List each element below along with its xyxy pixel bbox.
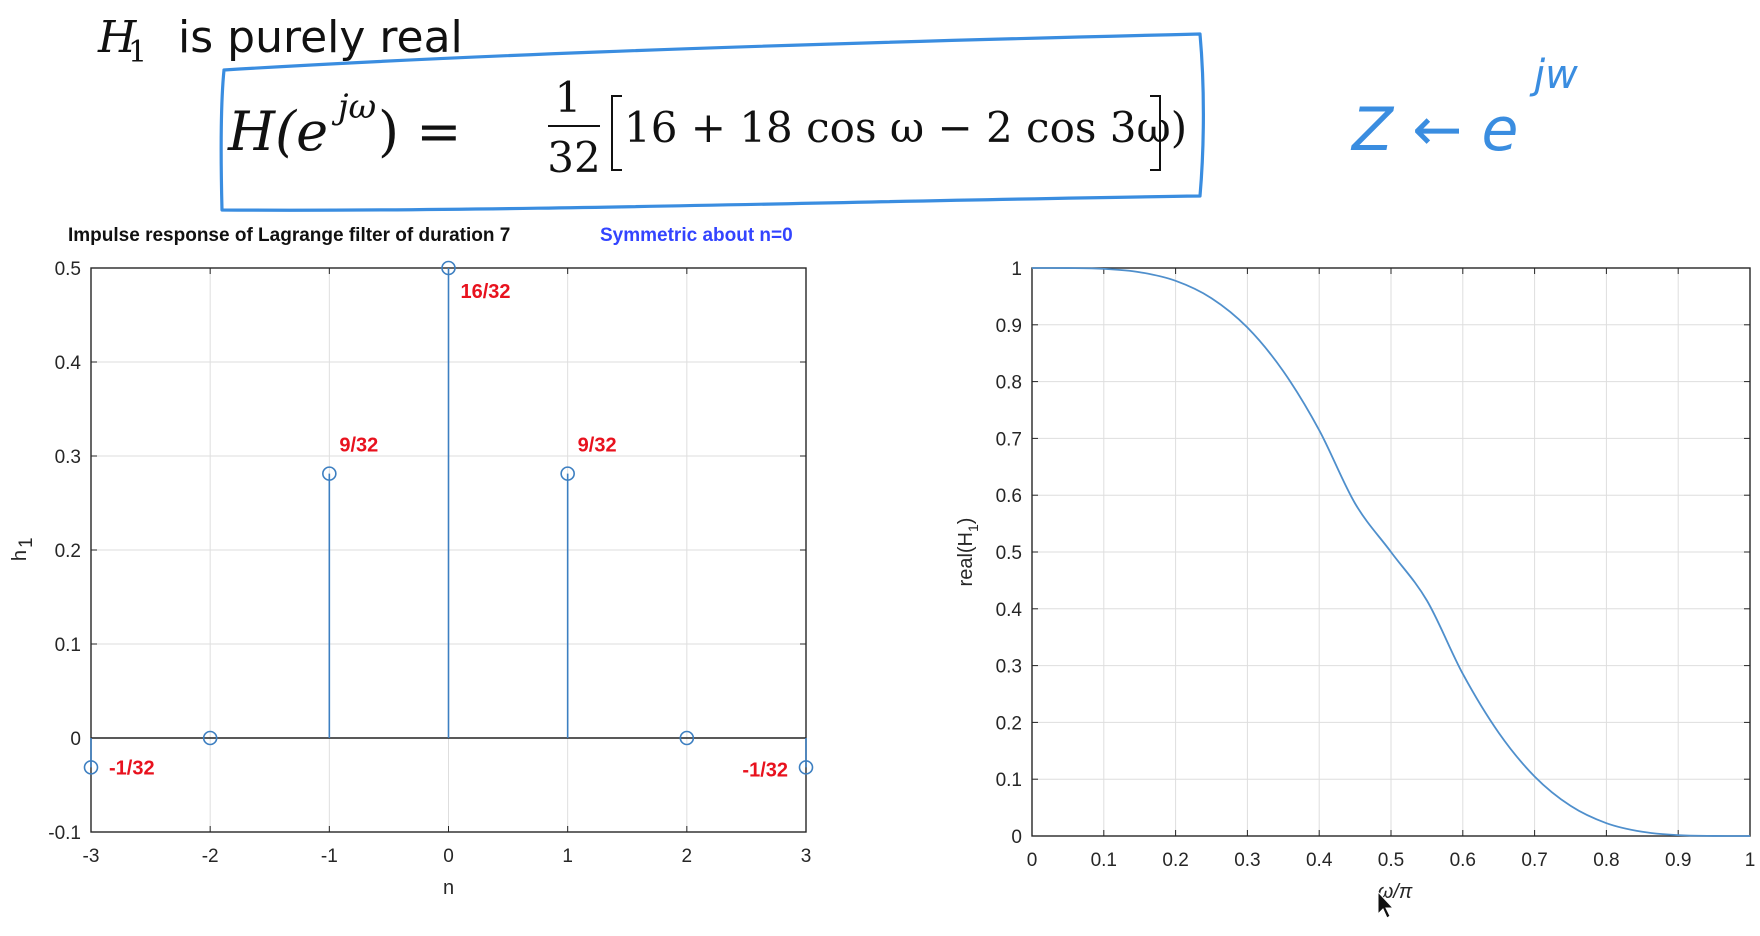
- hand-drawn-box: [219, 32, 1205, 212]
- y-axis-label-subscript: 1: [965, 524, 981, 532]
- stem-marker: [679, 730, 695, 746]
- y-tick-label: 0.6: [996, 486, 1022, 507]
- x-tick-label: 0.9: [1665, 850, 1691, 871]
- y-tick-label: 0: [70, 729, 81, 750]
- point-value-label: 16/32: [461, 281, 511, 303]
- stem-marker: [322, 466, 337, 481]
- x-tick-label: -3: [83, 846, 100, 867]
- equation-fraction-numerator: 1: [555, 73, 582, 122]
- x-tick-label: 1: [562, 846, 573, 867]
- x-tick-label: 0.5: [1378, 850, 1404, 871]
- heading-symbol: H: [97, 12, 138, 63]
- annotation-superscript: jw: [1529, 52, 1578, 98]
- y-tick-label: 0.9: [996, 316, 1022, 337]
- equation: H(e jω ) = 1 32 16 + 18 cos ω − 2 cos 3ω…: [227, 73, 1187, 182]
- point-value-label: 9/32: [339, 435, 378, 457]
- x-axis-label: ω/π: [1378, 881, 1413, 903]
- x-tick-label: 0.8: [1593, 850, 1619, 871]
- y-axis-label-close: ): [955, 518, 977, 525]
- x-tick-label: 0.4: [1306, 850, 1333, 871]
- mouse-cursor-icon: [1377, 890, 1395, 919]
- y-tick-label: 0.5: [55, 259, 81, 280]
- y-tick-label: 0.2: [996, 713, 1022, 734]
- point-value-label: -1/32: [109, 757, 155, 779]
- x-tick-label: 0.2: [1162, 850, 1188, 871]
- x-tick-label: -1: [321, 846, 338, 867]
- handwritten-annotation: Z ← e jw: [1350, 52, 1578, 165]
- x-tick-label: 0.7: [1521, 850, 1547, 871]
- impulse-response-chart: -3 -2 -1 0 1 2 3-0.100.10.20.30.40.5nh1-1/329/…: [9, 259, 814, 899]
- y-axis-label-subscript: 1: [16, 537, 37, 548]
- y-tick-label: 0.1: [55, 635, 81, 656]
- x-tick-label: 0: [443, 846, 454, 867]
- y-tick-label: 0: [1011, 827, 1022, 848]
- x-axis-label: n: [443, 877, 454, 899]
- x-tick-label: 2: [682, 846, 693, 867]
- y-axis-label: real(H1): [955, 518, 981, 587]
- stem-marker: [202, 730, 218, 746]
- frequency-response-chart: 0 0.1 0.2 0.3 0.4 0.5 0.6 0.7 0.8 0.9 1 0 0.1 0.2 0.3 0…: [955, 259, 1755, 903]
- y-axis-label-text: h: [9, 550, 31, 561]
- y-axis-label: h1: [9, 537, 37, 561]
- x-tick-label: 1: [1745, 850, 1756, 871]
- y-tick-label: 0.8: [996, 373, 1022, 394]
- y-tick-label: 0.2: [55, 541, 81, 562]
- y-tick-label: 0.3: [55, 447, 81, 468]
- annotation-text: Z ← e: [1350, 95, 1518, 165]
- y-tick-label: -0.1: [48, 823, 81, 844]
- left-chart-subtitle: Symmetric about n=0: [600, 225, 793, 246]
- stem-marker: [83, 760, 99, 775]
- y-tick-label: 1: [1011, 259, 1022, 280]
- heading: H 1 is purely real: [97, 12, 463, 70]
- x-tick-label: 0: [1027, 850, 1038, 871]
- x-tick-label: -2: [202, 846, 219, 867]
- y-tick-label: 0.7: [996, 429, 1022, 450]
- x-tick-label: 0.6: [1450, 850, 1476, 871]
- y-tick-label: 0.5: [996, 543, 1022, 564]
- x-tick-label: 0.1: [1091, 850, 1117, 871]
- y-tick-label: 0.3: [996, 657, 1022, 678]
- equation-lhs: H(e: [227, 100, 328, 163]
- point-value-label: 9/32: [578, 435, 617, 457]
- y-tick-label: 0.4: [996, 600, 1023, 621]
- equation-right-bracket: [1150, 95, 1161, 171]
- equation-left-bracket: [611, 95, 622, 171]
- frequency-response-line: [1031, 267, 1751, 837]
- equation-bracket-body: 16 + 18 cos ω − 2 cos 3ω): [624, 103, 1187, 152]
- equation-lhs-close: ) =: [378, 100, 461, 163]
- heading-text: is purely real: [178, 12, 463, 63]
- y-axis-label-text: real(H1): [955, 518, 981, 587]
- point-value-label: -1/32: [742, 759, 788, 781]
- left-chart-title: Impulse response of Lagrange filter of d…: [68, 225, 510, 246]
- y-tick-label: 0.4: [55, 353, 82, 374]
- equation-fraction-denominator: 32: [547, 133, 600, 182]
- y-axis-label-main: real(H: [955, 532, 977, 586]
- y-tick-label: 0.1: [996, 770, 1022, 791]
- stem-marker: [441, 260, 456, 276]
- x-tick-label: 3: [801, 846, 812, 867]
- equation-lhs-superscript: jω: [331, 87, 376, 127]
- stem-marker: [560, 466, 575, 481]
- heading-subscript: 1: [128, 35, 147, 70]
- stem-marker: [798, 760, 814, 775]
- x-tick-label: 0.3: [1234, 850, 1260, 871]
